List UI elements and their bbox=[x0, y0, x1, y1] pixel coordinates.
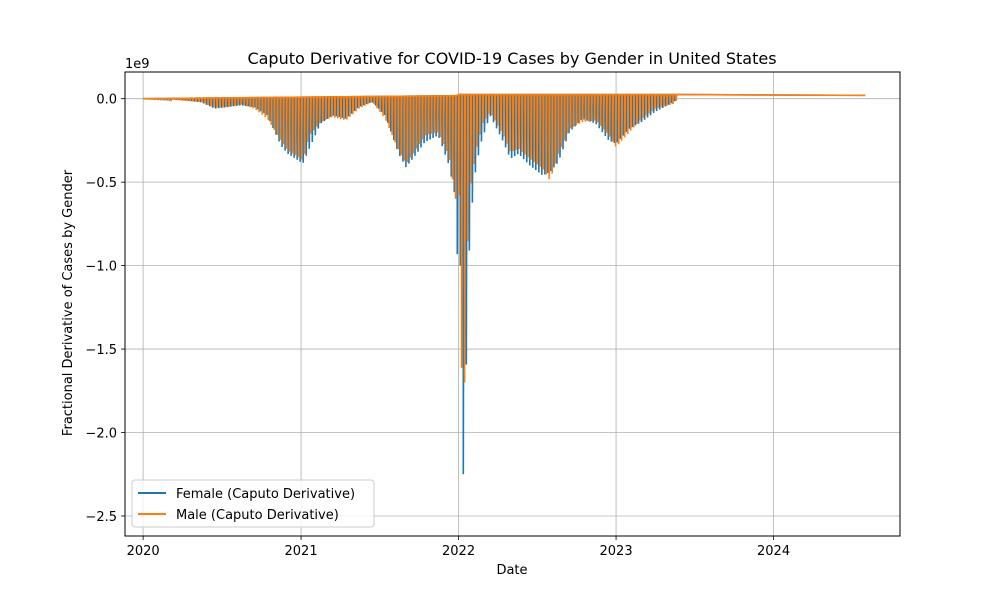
y-tick-label: −2.0 bbox=[85, 427, 117, 442]
x-tick-label: 2022 bbox=[442, 544, 475, 559]
y-tick-label: −1.5 bbox=[85, 343, 117, 358]
legend-frame bbox=[131, 479, 375, 528]
y-tick-label: 0.0 bbox=[96, 93, 117, 108]
y-tick-label: −0.5 bbox=[85, 176, 117, 191]
x-axis-label: Date bbox=[496, 563, 527, 578]
y-tick-label: −1.0 bbox=[85, 260, 117, 275]
x-tick-label: 2020 bbox=[127, 544, 160, 559]
y-offset-text: 1e9 bbox=[125, 57, 150, 72]
x-tick-label: 2021 bbox=[285, 544, 318, 559]
y-axis-label: Fractional Derivative of Cases by Gender bbox=[61, 169, 76, 436]
series-group bbox=[143, 93, 866, 475]
chart-title: Caputo Derivative for COVID-19 Cases by … bbox=[247, 49, 776, 68]
x-tick-label: 2024 bbox=[757, 544, 790, 559]
x-tick-label: 2023 bbox=[600, 544, 633, 559]
legend: Female (Caputo Derivative) Male (Caputo … bbox=[131, 479, 375, 528]
legend-label-male: Male (Caputo Derivative) bbox=[176, 508, 339, 523]
y-tick-label: −2.5 bbox=[85, 510, 117, 525]
plot-frame bbox=[124, 71, 901, 537]
ticks: 2020 2021 2022 2023 2024 0.0 −0.5 −1.0 −1.5 −2.0 −… bbox=[85, 93, 790, 559]
legend-label-female: Female (Caputo Derivative) bbox=[176, 487, 355, 502]
series-male-caputo bbox=[143, 93, 866, 383]
